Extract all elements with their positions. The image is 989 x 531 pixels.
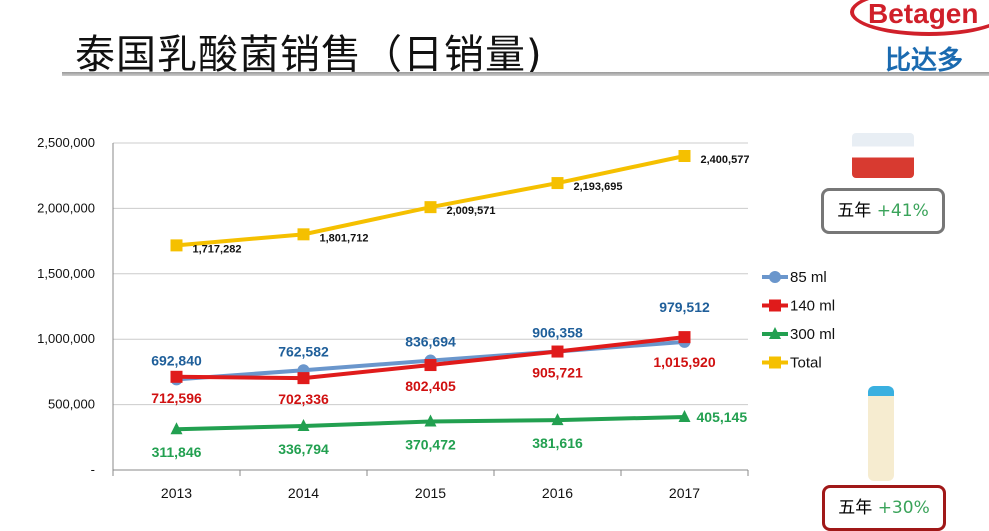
legend-label: 140 ml [790, 298, 835, 315]
legend-marker [769, 299, 781, 312]
y-tick-label: 1,500,000 [37, 266, 95, 281]
data-label: 370,472 [405, 437, 456, 453]
legend-marker [769, 356, 781, 369]
data-label: 1,015,920 [653, 354, 715, 370]
title-divider [62, 72, 989, 76]
data-point [678, 150, 691, 163]
data-label: 905,721 [532, 365, 583, 381]
y-tick-label: 500,000 [48, 397, 95, 412]
legend-label: 85 ml [790, 269, 827, 286]
data-point [170, 370, 183, 383]
legend-marker [769, 327, 781, 339]
x-tick-label: 2016 [542, 485, 573, 501]
product-pack-image [852, 133, 914, 178]
data-label: 2,400,577 [701, 154, 750, 166]
data-label: 405,145 [697, 409, 748, 425]
data-label: 906,358 [532, 324, 583, 340]
data-label: 381,616 [532, 435, 583, 451]
growth-callout-300ml: 五年 +30% [822, 485, 946, 531]
data-label: 762,582 [278, 343, 329, 359]
legend-label: Total [790, 355, 822, 372]
data-point [551, 177, 564, 190]
x-tick-label: 2013 [161, 485, 192, 501]
data-label: 1,801,712 [320, 232, 369, 244]
data-point [297, 228, 310, 241]
legend-marker [769, 271, 781, 283]
data-label: 1,717,282 [193, 243, 242, 255]
y-tick-label: 1,000,000 [37, 331, 95, 346]
data-point [297, 372, 310, 385]
series-line-Total [176, 154, 685, 248]
callout-value: +30% [877, 498, 930, 518]
product-bottle-image [868, 386, 894, 481]
data-label: 336,794 [278, 441, 329, 457]
data-point [424, 201, 437, 214]
page-title: 泰国乳酸菌销售（日销量) [75, 32, 543, 78]
logo-cn-text: 比达多 [885, 46, 964, 76]
data-point [678, 331, 691, 344]
x-tick-label: 2014 [288, 485, 319, 501]
betagen-logo [850, 0, 989, 36]
growth-callout-total: 五年 +41% [821, 188, 945, 234]
data-point [424, 414, 437, 427]
data-point [170, 422, 183, 435]
callout-value: +41% [876, 201, 929, 221]
logo-text: Betagen [868, 0, 979, 29]
data-label: 2,009,571 [447, 205, 496, 217]
data-point [170, 239, 183, 252]
data-point [297, 418, 310, 431]
data-point [551, 413, 564, 426]
data-label: 979,512 [659, 299, 710, 315]
data-label: 2,193,695 [574, 181, 623, 193]
data-label: 836,694 [405, 334, 456, 350]
callout-label: 五年 [837, 201, 872, 221]
x-tick-label: 2017 [669, 485, 700, 501]
callout-label: 五年 [838, 498, 873, 518]
data-label: 692,840 [151, 352, 202, 368]
data-point [424, 359, 437, 372]
data-label: 702,336 [278, 391, 329, 407]
data-point [551, 345, 564, 358]
data-label: 311,846 [152, 444, 202, 460]
legend-label: 300 ml [790, 326, 835, 343]
data-label: 712,596 [151, 390, 202, 406]
y-tick-label: - [91, 462, 95, 477]
y-tick-label: 2,500,000 [37, 135, 95, 150]
data-label: 802,405 [405, 378, 456, 394]
data-point [678, 410, 691, 423]
x-tick-label: 2015 [415, 485, 446, 501]
y-tick-label: 2,000,000 [37, 200, 95, 215]
